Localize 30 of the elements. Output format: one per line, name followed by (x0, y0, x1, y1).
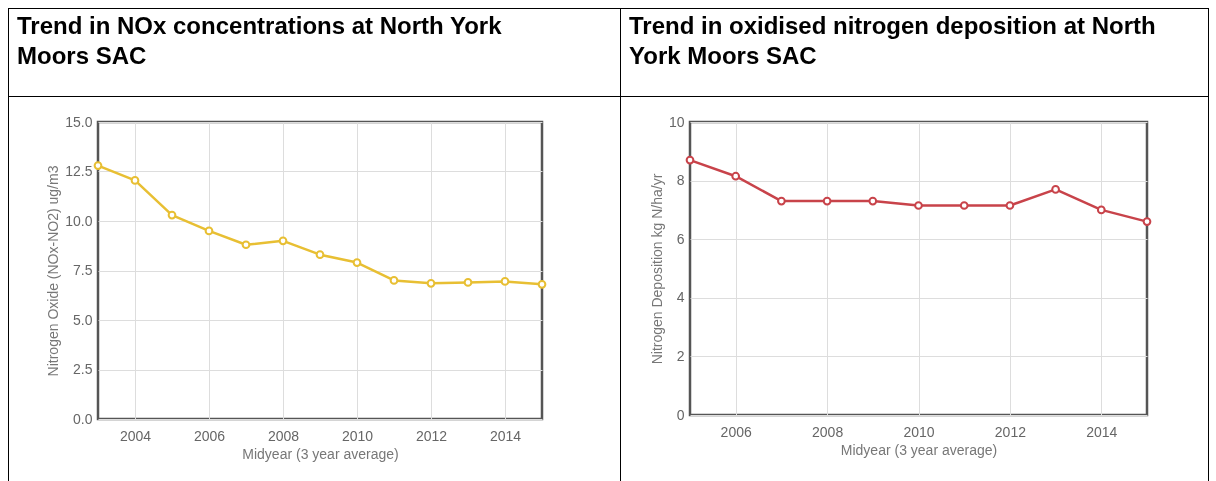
y-tick-label: 12.5 (65, 163, 93, 179)
y-axis-title: Nitrogen Deposition kg N/ha/yr (648, 173, 665, 365)
y-tick-label: 15.0 (65, 113, 93, 130)
chart-title: Trend in oxidised nitrogen deposition at North York Moors SAC (621, 9, 1208, 97)
x-tick-label: 2012 (415, 427, 448, 444)
y-axis-title: Nitrogen Oxide (NOx-NO2) ug/m3 (45, 165, 62, 377)
x-tick-label: 2008 (267, 427, 300, 444)
x-tick-label: 2004 (119, 427, 152, 444)
x-axis-title: Midyear (3 year average) (840, 441, 998, 458)
y-tick-label: 2.5 (73, 361, 93, 377)
x-tick-label: 2010 (903, 423, 935, 440)
x-tick-label: 2006 (193, 427, 226, 444)
y-tick-label: 10 (668, 113, 685, 130)
chart-title: Trend in NOx concentrations at North York Moors SAC (9, 9, 620, 97)
y-tick-label: 0 (676, 406, 685, 423)
x-tick-label: 2006 (720, 423, 752, 440)
y-tick-label: 10.0 (65, 212, 93, 229)
x-tick-label: 2010 (341, 427, 374, 444)
x-tick-label: 2014 (489, 427, 522, 444)
x-tick-label: 2014 (1086, 423, 1118, 440)
y-tick-label: 0.0 (73, 410, 93, 427)
y-tick-label: 8 (676, 172, 685, 189)
y-tick-label: 4 (676, 289, 685, 306)
x-axis-title: Midyear (3 year average) (242, 445, 399, 462)
x-tick-label: 2012 (994, 423, 1027, 440)
y-tick-label: 2 (676, 347, 685, 364)
x-tick-label: 2008 (812, 423, 844, 440)
y-tick-label: 5.0 (73, 311, 93, 328)
y-tick-label: 6 (676, 230, 685, 247)
y-tick-label: 7.5 (73, 262, 93, 278)
